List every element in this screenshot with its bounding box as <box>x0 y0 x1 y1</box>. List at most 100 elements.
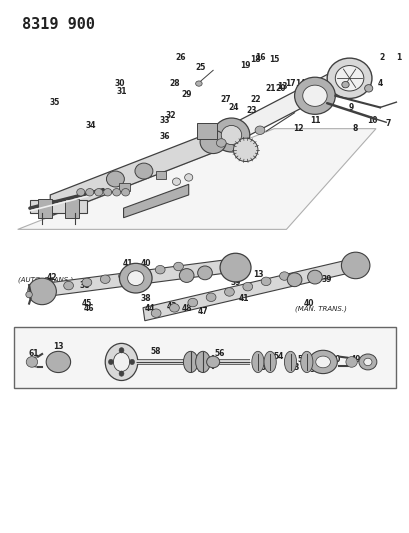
Ellipse shape <box>119 263 152 293</box>
Text: 13: 13 <box>348 268 358 276</box>
Text: 53: 53 <box>289 363 299 372</box>
Text: 35: 35 <box>49 98 59 107</box>
Text: 8: 8 <box>352 124 357 133</box>
Bar <box>64 199 79 217</box>
Ellipse shape <box>300 351 312 373</box>
Ellipse shape <box>184 174 192 181</box>
Ellipse shape <box>364 85 372 92</box>
Text: 40: 40 <box>303 299 313 308</box>
Text: 38: 38 <box>140 294 151 303</box>
Polygon shape <box>123 184 188 217</box>
Ellipse shape <box>103 189 112 196</box>
Text: 30: 30 <box>114 79 124 88</box>
Ellipse shape <box>129 359 134 365</box>
Ellipse shape <box>135 163 153 179</box>
Ellipse shape <box>216 139 226 147</box>
Text: 39: 39 <box>230 278 240 287</box>
Ellipse shape <box>221 125 241 144</box>
Text: 42: 42 <box>47 272 57 281</box>
Text: 51: 51 <box>309 366 319 374</box>
Bar <box>156 171 166 179</box>
Ellipse shape <box>127 271 144 286</box>
Ellipse shape <box>169 304 179 312</box>
Ellipse shape <box>251 351 263 373</box>
Text: 25: 25 <box>195 63 206 72</box>
Ellipse shape <box>82 278 92 287</box>
Text: 37: 37 <box>234 130 244 139</box>
Polygon shape <box>50 124 231 216</box>
Text: 11: 11 <box>309 116 319 125</box>
Ellipse shape <box>105 343 137 381</box>
Ellipse shape <box>118 272 128 280</box>
Ellipse shape <box>76 189 85 196</box>
Ellipse shape <box>287 273 301 287</box>
Text: 34: 34 <box>85 122 96 131</box>
Ellipse shape <box>28 278 56 305</box>
Ellipse shape <box>172 178 180 185</box>
Text: 26: 26 <box>175 53 185 62</box>
Text: 50: 50 <box>329 355 339 364</box>
Text: 3: 3 <box>356 66 362 75</box>
Ellipse shape <box>155 265 165 274</box>
Text: 22: 22 <box>250 95 261 104</box>
Text: 44: 44 <box>45 286 55 295</box>
Text: 27: 27 <box>220 95 230 104</box>
Text: 4: 4 <box>377 79 382 88</box>
Text: 49: 49 <box>350 355 360 364</box>
Ellipse shape <box>341 252 369 279</box>
Text: 13: 13 <box>276 82 287 91</box>
Text: 44: 44 <box>144 304 155 313</box>
Ellipse shape <box>284 351 296 373</box>
Text: 38: 38 <box>79 280 90 289</box>
Text: 12: 12 <box>293 124 303 133</box>
Ellipse shape <box>294 77 335 114</box>
Ellipse shape <box>112 189 120 196</box>
Text: 2: 2 <box>379 53 384 62</box>
Ellipse shape <box>26 292 32 298</box>
Bar <box>38 199 52 217</box>
Text: 43: 43 <box>43 279 53 288</box>
Polygon shape <box>18 128 375 229</box>
Text: 24: 24 <box>228 103 238 112</box>
Text: 13: 13 <box>53 342 63 351</box>
Ellipse shape <box>213 118 249 152</box>
Text: 15: 15 <box>268 55 279 64</box>
Ellipse shape <box>307 270 321 284</box>
Bar <box>30 200 87 214</box>
Text: 8319 900: 8319 900 <box>22 17 94 33</box>
Text: 43: 43 <box>167 302 177 311</box>
Text: 45: 45 <box>81 299 92 308</box>
Ellipse shape <box>233 138 257 161</box>
Ellipse shape <box>341 82 348 88</box>
Ellipse shape <box>183 351 198 373</box>
Ellipse shape <box>100 275 110 284</box>
Ellipse shape <box>279 272 289 280</box>
Ellipse shape <box>345 357 356 367</box>
Bar <box>119 183 129 191</box>
Text: 52: 52 <box>297 355 307 364</box>
Ellipse shape <box>46 351 70 373</box>
Text: 1: 1 <box>395 53 400 62</box>
Text: 20: 20 <box>274 84 285 93</box>
Text: 14: 14 <box>295 79 305 88</box>
Text: 40: 40 <box>140 260 151 268</box>
Bar <box>13 327 396 389</box>
Ellipse shape <box>108 359 113 365</box>
Ellipse shape <box>308 350 337 374</box>
Text: 55: 55 <box>260 363 270 372</box>
Ellipse shape <box>179 269 193 282</box>
Ellipse shape <box>195 351 210 373</box>
Ellipse shape <box>119 371 124 376</box>
Ellipse shape <box>363 358 371 366</box>
Text: 21: 21 <box>264 84 275 93</box>
Ellipse shape <box>302 85 326 107</box>
Ellipse shape <box>254 126 264 134</box>
Ellipse shape <box>197 266 212 280</box>
Polygon shape <box>231 70 335 144</box>
Text: (AUTO. TRANS.): (AUTO. TRANS.) <box>18 277 73 283</box>
Text: 46: 46 <box>83 304 94 313</box>
Ellipse shape <box>261 277 270 286</box>
Text: 54: 54 <box>272 352 283 361</box>
Text: 23: 23 <box>246 106 256 115</box>
Text: 19: 19 <box>240 61 250 69</box>
